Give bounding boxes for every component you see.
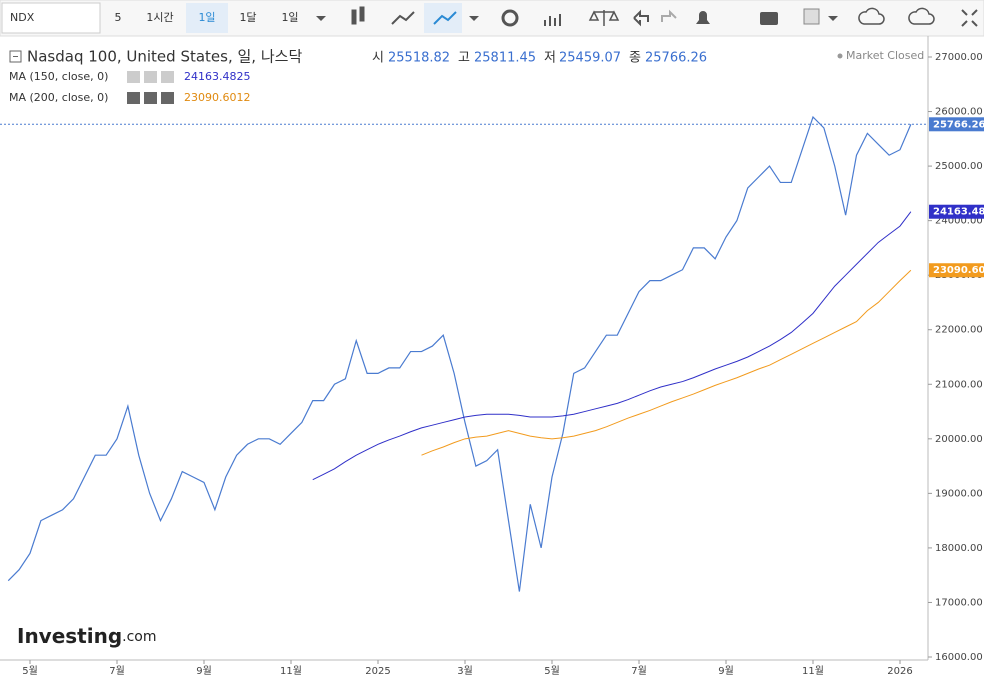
ohlc-label: 종 xyxy=(629,51,641,66)
logo: Investing.com xyxy=(17,624,157,648)
price-tag xyxy=(929,204,984,219)
dropdown[interactable] xyxy=(469,16,479,21)
range-button[interactable]: 1달 xyxy=(239,11,256,24)
plot: 16000.00 17000.00 18000.00 19000.00 20000.00… xyxy=(0,52,984,677)
color-icon[interactable] xyxy=(803,8,820,25)
ohlc-label: 저 xyxy=(544,51,556,66)
ohlc-label: 고 xyxy=(458,51,470,66)
x-tick-label: 5월 xyxy=(22,665,38,677)
remove-icon[interactable] xyxy=(161,92,174,104)
collapse-icon[interactable] xyxy=(9,50,22,63)
legend-label: MA (150, close, 0) xyxy=(9,70,108,83)
x-tick-label: 11월 xyxy=(802,665,824,677)
compare-icon[interactable] xyxy=(588,10,620,26)
x-tick-label: 3월 xyxy=(457,665,473,677)
line-icon[interactable] xyxy=(433,11,457,25)
legend-value: 23090.6012 xyxy=(184,91,250,104)
y-tick-label: 27000.00 xyxy=(935,52,983,63)
eye-icon[interactable] xyxy=(127,71,140,83)
eye-icon[interactable] xyxy=(127,92,140,104)
fullscreen-icon[interactable] xyxy=(961,9,978,27)
remove-icon[interactable] xyxy=(161,71,174,83)
status-dot xyxy=(837,53,843,59)
y-tick-label: 24000.00 xyxy=(935,216,983,227)
download-icon[interactable] xyxy=(858,7,885,25)
x-tick-label: 5월 xyxy=(544,665,560,677)
price-tag-label: 24163.48 xyxy=(933,207,984,218)
upload-icon[interactable] xyxy=(908,7,935,25)
toolbar: NDX 5 1시간 1일 1달 1일 xyxy=(0,0,984,37)
legend-value: 24163.4825 xyxy=(184,70,250,83)
active-button xyxy=(186,3,228,33)
y-tick-label: 20000.00 xyxy=(935,434,983,445)
x-tick-label: 11월 xyxy=(280,665,302,677)
y-tick-label: 18000.00 xyxy=(935,543,983,554)
camera-icon[interactable] xyxy=(760,12,778,25)
logo-brand: Investing xyxy=(17,624,122,648)
alert-icon[interactable] xyxy=(696,11,710,24)
dropdown[interactable] xyxy=(316,16,326,21)
x-tick-label: 7월 xyxy=(109,665,125,677)
active-button xyxy=(424,3,462,33)
ohlc-label: 시 xyxy=(372,51,384,66)
ohlc-value: 25811.45 xyxy=(474,51,536,66)
price-tag-label: 25766.26 xyxy=(933,119,984,130)
x-tick-label: 9월 xyxy=(196,665,212,677)
range-button[interactable]: 1일 xyxy=(281,10,298,24)
x-tick-label: 7월 xyxy=(631,665,647,677)
settings-icon[interactable] xyxy=(144,71,157,83)
interval[interactable]: 5 xyxy=(115,11,122,24)
ohlc-value: 25518.82 xyxy=(388,51,450,66)
candle-icon[interactable] xyxy=(351,9,357,25)
y-tick-label: 16000.00 xyxy=(935,652,983,663)
symbol-box[interactable] xyxy=(1,2,101,34)
candle-icon[interactable] xyxy=(359,6,365,22)
series-line xyxy=(7,115,912,592)
y-tick-label: 26000.00 xyxy=(935,107,983,118)
toolbar-icons xyxy=(351,3,978,33)
price-tag-label: 23090.60 xyxy=(933,265,984,276)
settings-icon[interactable] xyxy=(144,92,157,104)
y-tick-label: 21000.00 xyxy=(935,379,983,390)
x-tick-label: 2026 xyxy=(887,666,912,677)
chart-title: Nasdaq 100, United States, 일, 나스닥 xyxy=(27,48,302,66)
legend-icons xyxy=(127,71,174,104)
ohlc-value: 25459.07 xyxy=(559,51,621,66)
legend-label: MA (200, close, 0) xyxy=(9,91,108,104)
redo-icon[interactable] xyxy=(661,9,677,22)
price-tag xyxy=(929,263,984,278)
y-tick-label: 19000.00 xyxy=(935,488,983,499)
x-tick-label: 2025 xyxy=(365,666,390,677)
settings-icon[interactable] xyxy=(501,9,519,27)
range-button[interactable]: 1시간 xyxy=(146,11,173,24)
x-tick-label: 9월 xyxy=(718,665,734,677)
undo-icon[interactable] xyxy=(633,9,649,27)
price-tag xyxy=(929,117,984,132)
dropdown[interactable] xyxy=(828,16,838,21)
logo-suffix: .com xyxy=(122,629,156,645)
area-icon[interactable] xyxy=(391,11,415,25)
y-tick-label: 25000.00 xyxy=(935,161,983,172)
symbol: NDX xyxy=(10,11,35,24)
series-line xyxy=(421,269,912,456)
series-line xyxy=(312,211,912,481)
ohlc-value: 25766.26 xyxy=(645,51,707,66)
indicator-icon[interactable] xyxy=(544,14,561,26)
toolbar-bg xyxy=(0,0,984,37)
y-tick-label: 22000.00 xyxy=(935,325,983,336)
y-tick-label: 17000.00 xyxy=(935,597,983,608)
market-status: Market Closed xyxy=(846,49,924,62)
range-button[interactable]: 1일 xyxy=(198,10,215,24)
